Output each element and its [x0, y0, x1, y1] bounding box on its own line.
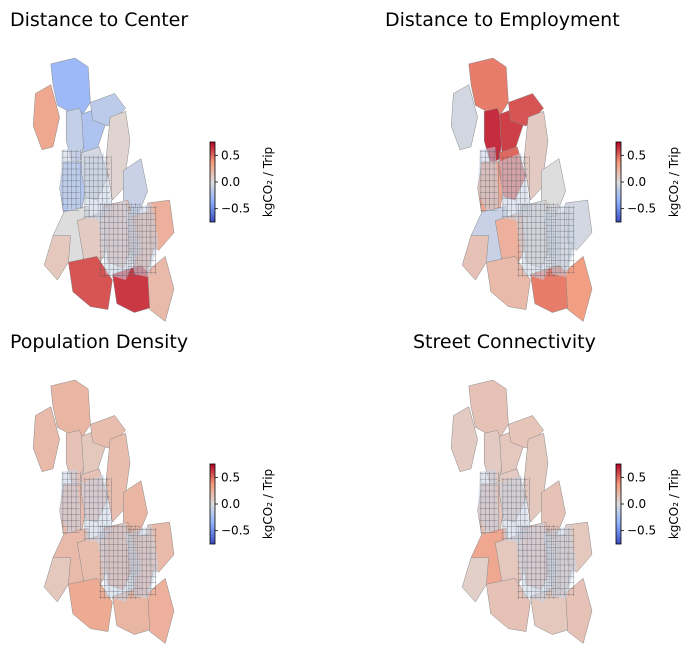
- colorbar-tick-label: 0.5: [221, 148, 240, 162]
- choropleth-map: [33, 58, 174, 321]
- colorbar-tick-label: 0.5: [627, 470, 646, 484]
- map-title: Distance to Employment: [385, 9, 620, 31]
- colorbar-tick-label: 0.0: [627, 497, 646, 511]
- choropleth-map: [33, 380, 174, 643]
- colorbar-gradient: [615, 141, 622, 223]
- urban-tract-mesh: [477, 468, 500, 534]
- urban-tract-mesh: [543, 203, 577, 278]
- colorbar-label: kgCO₂ / Trip: [667, 147, 681, 217]
- urban-tract-mesh: [125, 203, 159, 278]
- map-region: [148, 256, 174, 321]
- map-region: [566, 578, 592, 643]
- map-region: [33, 85, 59, 150]
- colorbar-tick-label: −0.5: [627, 524, 656, 538]
- urban-tract-mesh: [59, 468, 82, 534]
- colorbar-tick-label: 0.0: [221, 497, 240, 511]
- colorbar-tick-label: −0.5: [221, 524, 250, 538]
- colorbar-gradient: [209, 141, 216, 223]
- colorbar-label: kgCO₂ / Trip: [261, 469, 275, 539]
- map-title: Distance to Center: [10, 9, 188, 31]
- map-title: Population Density: [10, 331, 188, 353]
- choropleth-map: [451, 380, 592, 643]
- urban-tract-mesh: [125, 525, 159, 600]
- map-region: [44, 558, 70, 602]
- colorbar-gradient: [615, 463, 622, 545]
- urban-tract-mesh: [477, 146, 500, 212]
- map-panel-2: Distance to Employment 0.5 0.0 −0.5 kgCO₂ / …: [385, 9, 681, 321]
- urban-tract-mesh: [543, 525, 577, 600]
- colorbar-tick-label: −0.5: [627, 202, 656, 216]
- map-region: [44, 236, 70, 280]
- choropleth-map: [451, 58, 592, 321]
- map-region: [462, 236, 488, 280]
- colorbar-label: kgCO₂ / Trip: [667, 469, 681, 539]
- map-region: [451, 407, 477, 472]
- colorbar: 0.5 0.0 −0.5 kgCO₂ / Trip: [209, 463, 275, 545]
- colorbar-tick-label: 0.0: [627, 175, 646, 189]
- map-region: [566, 256, 592, 321]
- colorbar: 0.5 0.0 −0.5 kgCO₂ / Trip: [615, 463, 681, 545]
- colorbar: 0.5 0.0 −0.5 kgCO₂ / Trip: [209, 141, 275, 223]
- map-region: [148, 578, 174, 643]
- colorbar-tick-label: −0.5: [221, 202, 250, 216]
- colorbar-label: kgCO₂ / Trip: [261, 147, 275, 217]
- map-panel-1: Distance to Center 0.5 0.0 −0.5 kgCO₂ / Trip: [10, 9, 275, 321]
- map-panel-3: Population Density 0.5 0.0 −0.5 kgCO₂ / Trip: [10, 331, 275, 643]
- map-panel-4: Street Connectivity 0.5 0.0 −0.5 kgCO₂ / Tri…: [413, 331, 681, 643]
- colorbar-gradient: [209, 463, 216, 545]
- map-region: [33, 407, 59, 472]
- colorbar-tick-label: 0.0: [221, 175, 240, 189]
- colorbar-tick-label: 0.5: [221, 470, 240, 484]
- colorbar-tick-label: 0.5: [627, 148, 646, 162]
- map-region: [451, 85, 477, 150]
- map-title: Street Connectivity: [413, 331, 596, 353]
- map-region: [462, 558, 488, 602]
- colorbar: 0.5 0.0 −0.5 kgCO₂ / Trip: [615, 141, 681, 223]
- urban-tract-mesh: [59, 146, 82, 212]
